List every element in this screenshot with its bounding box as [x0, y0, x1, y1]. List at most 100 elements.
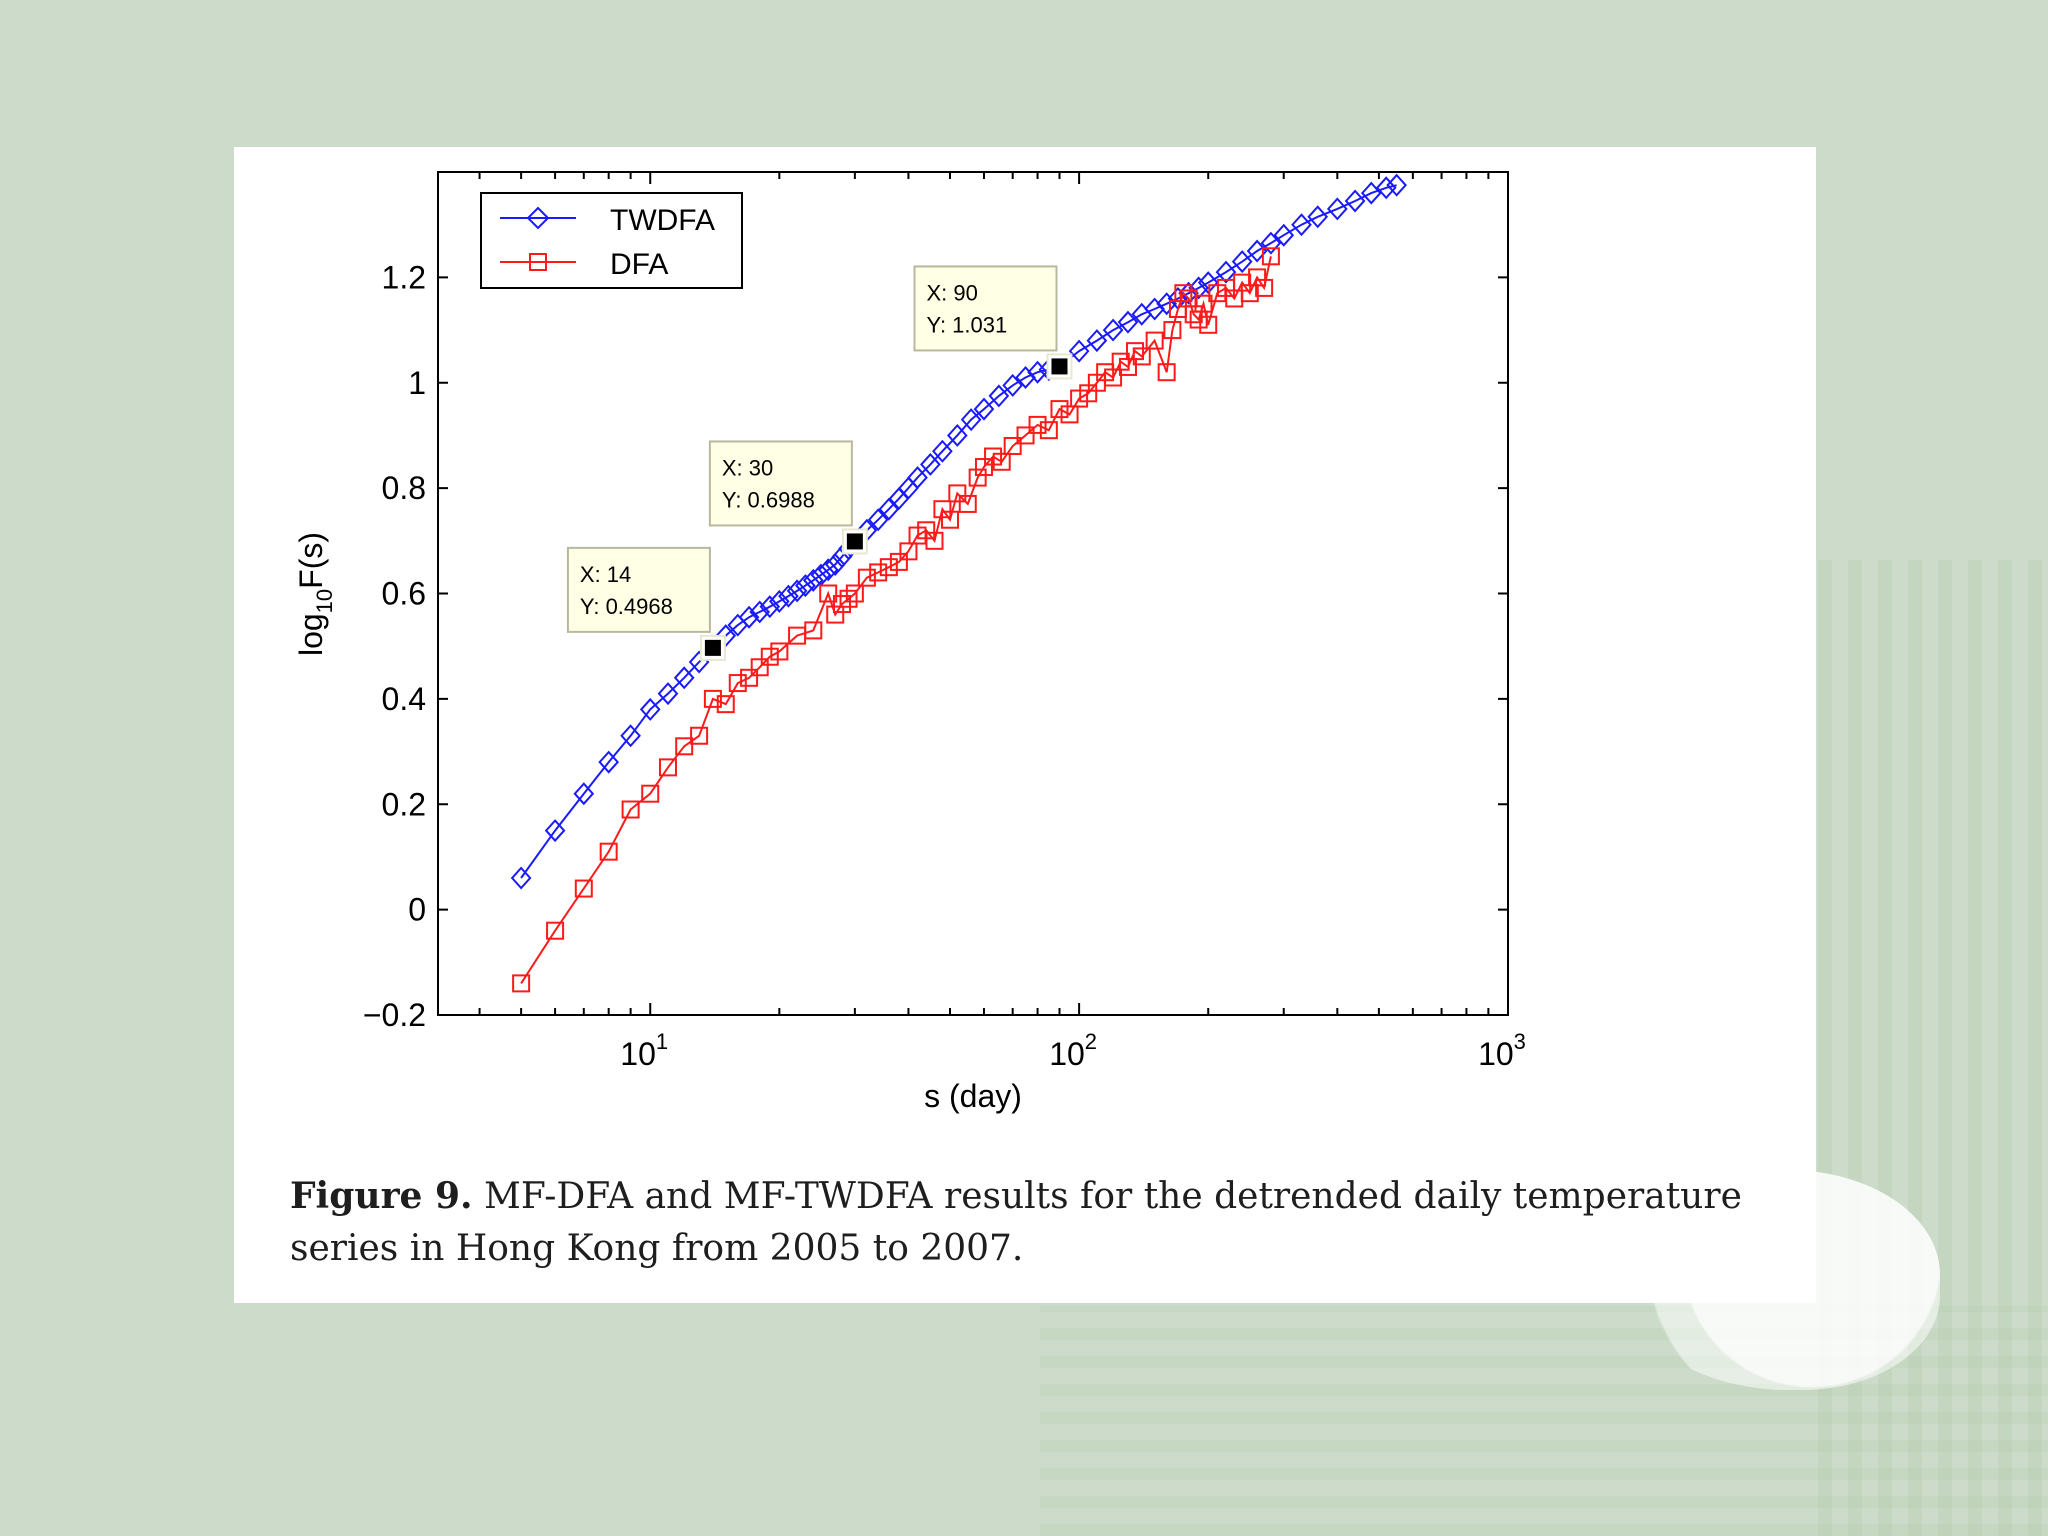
point-dfa: [641, 784, 660, 803]
point-twdfa: [802, 568, 824, 592]
legend-marker-dfa: [529, 253, 547, 271]
point-twdfa: [673, 666, 695, 690]
point-dfa: [750, 658, 769, 677]
point-twdfa: [738, 605, 760, 629]
point-dfa: [845, 584, 864, 603]
point-dfa: [819, 584, 838, 603]
datatip-x-0: X: 14: [580, 562, 631, 587]
y-tick-label-0: −0.2: [363, 997, 426, 1033]
point-twdfa: [867, 508, 889, 532]
point-dfa: [857, 568, 876, 587]
point-twdfa: [620, 724, 641, 748]
point-twdfa: [657, 682, 679, 706]
point-twdfa: [817, 558, 839, 582]
point-twdfa: [1273, 223, 1295, 247]
point-twdfa: [932, 439, 953, 463]
point-dfa: [512, 974, 531, 993]
point-dfa: [1199, 315, 1218, 334]
caption-text: MF-DFA and MF-TWDFA results for the detr…: [290, 1176, 1742, 1269]
point-dfa: [1028, 415, 1047, 434]
point-dfa: [574, 879, 593, 898]
point-dfa: [1003, 436, 1022, 455]
point-twdfa: [1027, 360, 1048, 384]
x-tick-label-0: 101: [620, 1029, 668, 1072]
point-twdfa: [778, 584, 799, 608]
datatip-y-0: Y: 0.4968: [580, 594, 673, 619]
point-twdfa: [1197, 271, 1219, 295]
x-tick-label-1: 102: [1049, 1029, 1097, 1072]
series-line-twdfa: [520, 184, 1397, 879]
point-dfa: [968, 468, 987, 487]
point-twdfa: [1002, 373, 1024, 397]
point-dfa: [1261, 247, 1280, 266]
datatip-box-0: [566, 546, 711, 633]
y-axis-label: log10F(s): [293, 532, 337, 656]
point-dfa: [1163, 321, 1182, 340]
x-axis-label: s (day): [924, 1078, 1022, 1114]
legend-marker-twdfa: [526, 206, 550, 230]
y-axis-label-main: log: [293, 613, 329, 656]
y-tick-label-6: 1: [408, 365, 426, 401]
point-dfa: [675, 737, 694, 756]
x-tick-label-2: 103: [1478, 1029, 1526, 1072]
datatip-marker-1: [846, 533, 863, 550]
datatip-y-1: Y: 0.6988: [722, 487, 815, 512]
point-twdfa: [1215, 260, 1237, 284]
point-twdfa: [878, 497, 900, 521]
point-dfa: [925, 531, 944, 550]
point-twdfa: [1086, 329, 1108, 353]
point-twdfa: [946, 423, 968, 447]
point-twdfa: [824, 553, 846, 577]
point-twdfa: [907, 466, 928, 490]
point-dfa: [889, 552, 908, 571]
point-dfa: [1174, 284, 1193, 303]
point-dfa: [958, 494, 977, 513]
point-twdfa: [544, 819, 566, 843]
point-dfa: [703, 689, 722, 708]
point-twdfa: [1102, 318, 1124, 342]
point-dfa: [869, 563, 888, 582]
point-dfa: [621, 800, 640, 819]
point-dfa: [546, 921, 565, 940]
point-dfa: [1184, 305, 1203, 324]
point-dfa: [899, 542, 918, 561]
legend-label-twdfa: TWDFA: [610, 204, 715, 237]
y-axis-label-sub: 10: [312, 589, 337, 613]
y-tick-label-4: 0.6: [382, 576, 426, 612]
point-dfa: [1070, 389, 1089, 408]
point-dfa: [826, 605, 845, 624]
svg-text:log10F(s): log10F(s): [293, 532, 337, 656]
point-twdfa: [759, 595, 781, 619]
point-dfa: [1050, 400, 1069, 419]
y-tick-label-5: 0.8: [382, 470, 426, 506]
legend-label-dfa: DFA: [610, 248, 668, 281]
point-twdfa: [1326, 197, 1348, 221]
point-twdfa: [1344, 189, 1366, 213]
legend: TWDFA DFA: [480, 192, 743, 289]
point-dfa: [599, 842, 618, 861]
point-twdfa: [749, 600, 771, 624]
caption-label: Figure 9.: [290, 1175, 473, 1217]
point-twdfa: [1068, 339, 1090, 363]
datatip-x-1: X: 30: [722, 455, 773, 480]
datatip-x-2: X: 90: [926, 280, 977, 305]
point-twdfa: [1117, 310, 1139, 334]
datatip-y-2: Y: 1.031: [926, 312, 1007, 337]
point-dfa: [1060, 405, 1079, 424]
point-twdfa: [1260, 231, 1282, 255]
point-twdfa: [960, 408, 982, 432]
y-tick-label-3: 0.4: [382, 681, 426, 717]
y-tick-label-1: 0: [408, 892, 426, 928]
point-dfa: [839, 589, 858, 608]
point-twdfa: [1375, 176, 1397, 200]
point-dfa: [948, 484, 967, 503]
point-dfa: [740, 668, 759, 687]
point-dfa: [879, 558, 898, 577]
point-dfa: [1126, 342, 1145, 361]
y-tick-label-2: 0.2: [382, 786, 426, 822]
point-dfa: [833, 595, 852, 614]
datatip-box-2: [913, 265, 1058, 352]
figure-caption: Figure 9. MF-DFA and MF-TWDFA results fo…: [290, 1170, 1850, 1275]
point-dfa: [1255, 278, 1274, 297]
